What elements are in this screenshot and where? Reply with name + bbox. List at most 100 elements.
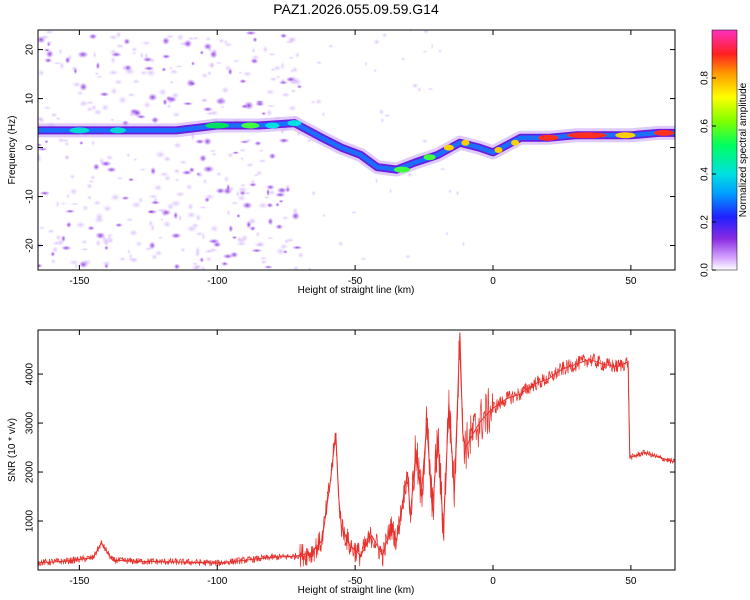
noise-speckle bbox=[162, 98, 168, 106]
noise-speckle bbox=[50, 258, 56, 265]
noise-speckle bbox=[87, 225, 95, 231]
noise-speckle bbox=[102, 239, 110, 247]
noise-speckle bbox=[43, 48, 51, 52]
noise-speckle bbox=[278, 80, 289, 85]
noise-speckle bbox=[68, 259, 80, 266]
y-tick-label: 10 bbox=[25, 93, 36, 105]
signal-hotspot bbox=[241, 122, 260, 129]
signal-hotspot bbox=[615, 132, 636, 139]
noise-speckle bbox=[64, 209, 76, 214]
noise-speckle bbox=[45, 49, 54, 59]
noise-speckle bbox=[157, 87, 168, 97]
noise-speckle bbox=[227, 68, 233, 76]
noise-speckle bbox=[258, 256, 269, 260]
noise-speckle bbox=[117, 95, 128, 105]
noise-speckle bbox=[203, 249, 215, 254]
noise-speckle bbox=[55, 116, 62, 121]
noise-speckle bbox=[199, 257, 205, 263]
noise-speckle bbox=[131, 51, 138, 55]
noise-speckle bbox=[64, 141, 70, 147]
noise-speckle bbox=[163, 174, 172, 182]
noise-speckle bbox=[194, 250, 201, 258]
noise-speckle bbox=[268, 52, 277, 57]
noise-speckle bbox=[197, 205, 209, 210]
noise-speckle bbox=[60, 201, 67, 206]
noise-speckle bbox=[275, 223, 284, 230]
noise-speckle bbox=[185, 224, 198, 233]
noise-speckle bbox=[321, 111, 326, 117]
noise-speckle bbox=[374, 177, 379, 185]
noise-speckle bbox=[250, 248, 263, 253]
noise-speckle bbox=[127, 177, 135, 182]
noise-speckle bbox=[279, 33, 288, 39]
x-tick-label: -50 bbox=[348, 276, 363, 287]
noise-speckle bbox=[155, 208, 168, 213]
noise-speckle bbox=[278, 138, 290, 143]
noise-speckle bbox=[79, 141, 84, 145]
noise-speckle bbox=[173, 263, 181, 270]
signal-hotspot bbox=[443, 144, 454, 151]
noise-speckle bbox=[105, 154, 114, 161]
noise-speckle bbox=[439, 167, 447, 172]
noise-speckle bbox=[263, 265, 274, 269]
noise-speckle bbox=[166, 96, 178, 103]
signal-hotspot bbox=[423, 154, 436, 161]
x-tick-label: -100 bbox=[207, 276, 227, 287]
noise-speckle bbox=[92, 50, 97, 59]
noise-speckle bbox=[148, 241, 156, 250]
noise-speckle bbox=[174, 178, 180, 182]
noise-speckle bbox=[239, 79, 247, 84]
noise-speckle bbox=[245, 162, 255, 168]
noise-speckle bbox=[288, 80, 299, 85]
noise-speckle bbox=[58, 48, 63, 55]
colorbar-tick-label: 0.2 bbox=[700, 215, 711, 229]
noise-speckle bbox=[123, 38, 131, 45]
noise-speckle bbox=[150, 200, 161, 205]
noise-speckle bbox=[250, 57, 259, 65]
spectrogram-xlabel: Height of straight line (km) bbox=[298, 285, 415, 296]
noise-speckle bbox=[134, 240, 143, 247]
noise-speckle bbox=[89, 174, 96, 181]
noise-speckle bbox=[199, 50, 204, 55]
noise-speckle bbox=[265, 104, 277, 108]
y-tick-label: 4000 bbox=[25, 363, 36, 386]
y-tick-label: 0 bbox=[25, 144, 36, 150]
noise-speckle bbox=[159, 218, 164, 221]
noise-speckle bbox=[157, 236, 164, 240]
noise-speckle bbox=[171, 111, 182, 118]
noise-speckle bbox=[50, 251, 56, 257]
noise-speckle bbox=[69, 173, 76, 180]
noise-speckle bbox=[291, 66, 299, 74]
noise-speckle bbox=[166, 202, 175, 212]
noise-speckle bbox=[92, 163, 100, 171]
noise-speckle bbox=[230, 200, 240, 206]
noise-speckle bbox=[311, 189, 317, 197]
noise-speckle bbox=[44, 139, 49, 144]
noise-speckle bbox=[64, 56, 71, 64]
noise-speckle bbox=[247, 217, 257, 226]
noise-speckle bbox=[104, 245, 109, 251]
noise-speckle bbox=[102, 204, 113, 213]
noise-speckle bbox=[100, 103, 110, 112]
noise-speckle bbox=[115, 43, 125, 49]
noise-speckle bbox=[116, 176, 124, 180]
noise-speckle bbox=[44, 57, 53, 64]
noise-speckle bbox=[108, 49, 119, 55]
noise-speckle bbox=[203, 137, 212, 146]
noise-speckle bbox=[95, 239, 102, 248]
noise-speckle bbox=[94, 212, 104, 221]
noise-speckle bbox=[404, 254, 412, 259]
y-tick-label: 3000 bbox=[25, 412, 36, 435]
noise-speckle bbox=[148, 219, 154, 228]
noise-speckle bbox=[283, 238, 290, 245]
noise-speckle bbox=[161, 36, 170, 46]
noise-speckle bbox=[188, 167, 195, 173]
noise-speckle bbox=[406, 171, 414, 178]
noise-speckle bbox=[153, 183, 164, 192]
noise-speckle bbox=[285, 186, 291, 193]
x-tick-label: 50 bbox=[625, 276, 637, 287]
noise-speckle bbox=[183, 39, 193, 48]
noise-speckle bbox=[294, 51, 301, 59]
noise-speckle bbox=[79, 82, 88, 92]
